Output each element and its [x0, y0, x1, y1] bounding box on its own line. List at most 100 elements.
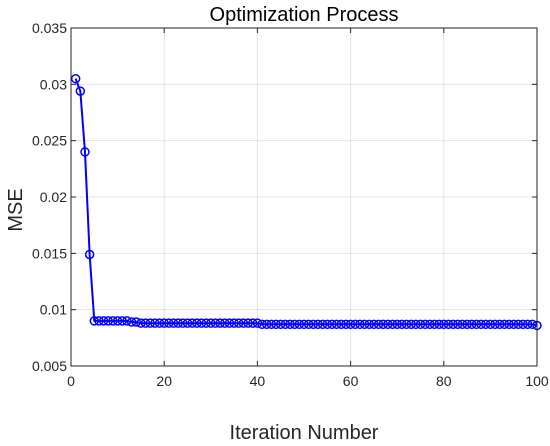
data-point — [303, 319, 314, 330]
data-point — [220, 318, 230, 328]
data-point — [70, 73, 81, 84]
data-point — [112, 316, 123, 326]
x-axis-ticks: 0 20 40 60 80 100 — [67, 28, 549, 389]
data-point — [313, 319, 323, 330]
data-point — [243, 318, 253, 328]
x-tick-label: 0 — [67, 373, 75, 389]
y-axis-ticks: 0.005 0.01 0.015 0.02 0.025 0.03 0.035 — [32, 20, 537, 374]
data-point — [439, 319, 449, 330]
data-point — [387, 319, 398, 330]
data-point — [527, 319, 538, 330]
data-point — [75, 86, 86, 96]
data-point — [327, 319, 337, 330]
data-point — [308, 319, 319, 330]
data-point — [359, 319, 370, 330]
data-point — [257, 319, 267, 330]
data-point — [369, 319, 379, 330]
data-point — [513, 319, 524, 330]
data-point — [480, 319, 491, 330]
data-point — [271, 319, 281, 330]
data-point — [275, 319, 286, 330]
data-point — [462, 319, 472, 330]
data-point — [131, 317, 141, 327]
data-point — [252, 318, 263, 328]
data-point — [420, 319, 430, 330]
data-point — [392, 319, 402, 330]
data-point — [406, 319, 416, 330]
data-point — [168, 318, 179, 328]
y-tick-label: 0.005 — [32, 358, 67, 374]
data-point — [317, 319, 328, 330]
data-point — [164, 318, 174, 328]
data-point — [345, 319, 356, 330]
x-axis-title: Iteration Number — [230, 422, 379, 444]
data-point — [154, 318, 165, 328]
data-point — [299, 319, 309, 330]
y-axis-title: MSE — [5, 188, 27, 231]
x-tick-label: 100 — [525, 373, 549, 389]
data-point — [448, 319, 458, 330]
data-point — [397, 319, 407, 330]
data-point — [294, 319, 305, 330]
data-point — [476, 319, 486, 330]
y-tick-label: 0.035 — [32, 20, 67, 36]
data-point — [266, 319, 277, 330]
data-point — [89, 316, 100, 326]
data-point — [350, 319, 361, 330]
series-layer — [70, 73, 542, 331]
data-point — [322, 319, 333, 330]
data-point — [108, 316, 118, 326]
data-point — [122, 316, 132, 326]
chart-title: Optimization Process — [210, 4, 399, 26]
data-point — [94, 316, 104, 326]
data-point — [126, 317, 137, 327]
series-group — [70, 73, 542, 331]
y-tick-label: 0.025 — [32, 133, 67, 149]
data-point — [182, 318, 193, 328]
data-point — [196, 318, 207, 328]
data-point — [238, 318, 249, 328]
data-point — [140, 318, 151, 328]
data-point — [453, 319, 463, 330]
data-point — [187, 318, 197, 328]
data-point — [532, 320, 542, 331]
data-point — [499, 319, 510, 330]
data-point — [331, 319, 342, 330]
data-point — [247, 318, 258, 328]
data-point — [518, 319, 528, 330]
data-point — [103, 316, 114, 326]
data-point — [210, 318, 221, 328]
data-point — [289, 319, 300, 330]
data-point — [522, 319, 533, 330]
x-tick-label: 80 — [436, 373, 452, 389]
data-point — [471, 319, 482, 330]
data-point — [84, 249, 95, 260]
data-point — [429, 319, 440, 330]
data-point — [173, 318, 183, 328]
data-point — [378, 319, 388, 330]
series-line — [74, 78, 538, 327]
data-point — [443, 319, 454, 330]
data-point — [201, 318, 211, 328]
data-point — [215, 318, 225, 328]
data-point — [425, 319, 435, 330]
y-tick-label: 0.03 — [40, 76, 67, 92]
data-point — [145, 318, 155, 328]
data-point — [192, 318, 202, 328]
data-point — [401, 319, 412, 330]
x-tick-label: 40 — [250, 373, 266, 389]
data-point — [434, 319, 444, 330]
data-point — [150, 318, 160, 328]
data-point — [261, 319, 272, 330]
data-point — [373, 319, 384, 330]
data-point — [336, 319, 347, 330]
data-point — [355, 319, 365, 330]
x-tick-label: 60 — [343, 373, 359, 389]
data-point — [485, 319, 496, 330]
data-point — [494, 319, 505, 330]
data-point — [117, 316, 128, 326]
y-tick-label: 0.015 — [32, 245, 67, 261]
data-point — [136, 318, 146, 328]
data-point — [411, 319, 421, 330]
